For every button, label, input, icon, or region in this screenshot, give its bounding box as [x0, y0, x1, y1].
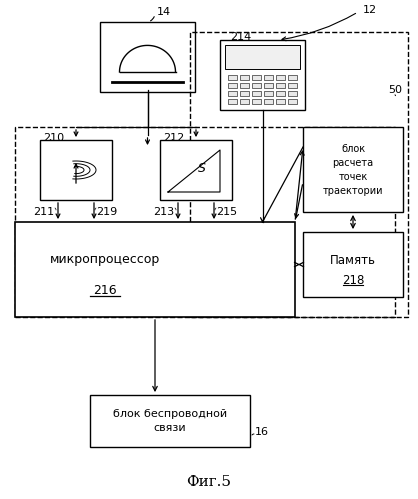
Text: блок беспроводной
связи: блок беспроводной связи: [113, 409, 227, 433]
Bar: [276, 75, 285, 80]
Text: микропроцессор: микропроцессор: [50, 253, 160, 266]
Bar: [228, 99, 237, 104]
Bar: [252, 83, 261, 88]
Bar: [303, 232, 403, 297]
Text: 216: 216: [93, 283, 117, 296]
Bar: [264, 83, 273, 88]
Text: 14: 14: [157, 7, 171, 17]
Bar: [252, 75, 261, 80]
Bar: [240, 99, 249, 104]
Bar: [228, 91, 237, 96]
Bar: [240, 83, 249, 88]
Bar: [276, 83, 285, 88]
Bar: [240, 75, 249, 80]
Bar: [288, 99, 297, 104]
Text: 218: 218: [342, 273, 364, 286]
Bar: [303, 127, 403, 212]
Text: 50: 50: [388, 85, 402, 95]
Bar: [264, 75, 273, 80]
Bar: [288, 83, 297, 88]
Text: блок
расчета
точек
траектории: блок расчета точек траектории: [323, 144, 383, 196]
Text: 12: 12: [363, 5, 377, 15]
Text: Память: Память: [330, 253, 376, 266]
Bar: [240, 91, 249, 96]
Text: 215: 215: [216, 207, 237, 217]
Bar: [252, 91, 261, 96]
Text: 16: 16: [255, 427, 269, 437]
Bar: [15, 222, 295, 317]
Bar: [228, 75, 237, 80]
Text: Фиг.5: Фиг.5: [186, 475, 232, 489]
Bar: [100, 22, 195, 92]
Bar: [276, 99, 285, 104]
Text: 219: 219: [96, 207, 117, 217]
Bar: [15, 127, 395, 317]
Bar: [40, 140, 112, 200]
Bar: [225, 45, 300, 69]
Bar: [288, 75, 297, 80]
Bar: [276, 91, 285, 96]
Bar: [190, 32, 408, 317]
Bar: [90, 395, 250, 447]
Bar: [288, 91, 297, 96]
Bar: [264, 99, 273, 104]
Text: S: S: [198, 162, 206, 175]
Bar: [228, 83, 237, 88]
Bar: [220, 40, 305, 110]
Bar: [252, 99, 261, 104]
Text: 213: 213: [153, 207, 174, 217]
Text: 212: 212: [163, 133, 184, 143]
Text: 210: 210: [43, 133, 64, 143]
Bar: [264, 91, 273, 96]
Text: 211: 211: [33, 207, 54, 217]
Text: 214: 214: [230, 32, 251, 42]
Bar: [160, 140, 232, 200]
